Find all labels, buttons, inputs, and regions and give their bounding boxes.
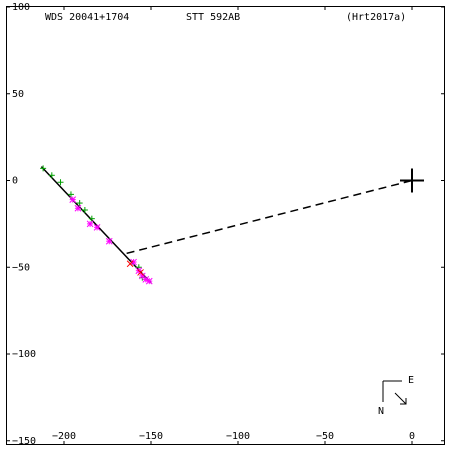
y-tick-label: −100 xyxy=(12,349,36,360)
header-right: (Hrt2017a) xyxy=(346,12,406,23)
compass-arrow-shaft xyxy=(394,392,407,405)
header-center: STT 592AB xyxy=(186,12,240,23)
compass-north-label: N xyxy=(378,406,384,417)
point-cross-b xyxy=(145,277,153,285)
compass: E N xyxy=(378,375,414,417)
point-cross-b xyxy=(69,196,77,203)
point-cross-b xyxy=(137,269,144,276)
point-cross-b xyxy=(130,258,137,266)
y-tick-label: 0 xyxy=(12,176,18,187)
point-cross-b xyxy=(142,276,150,283)
header-left: WDS 20041+1704 xyxy=(45,12,129,23)
x-tick-label: −150 xyxy=(139,431,163,442)
point-cross-b xyxy=(93,223,101,231)
point-cross-b xyxy=(126,260,134,268)
x-tick-label: −100 xyxy=(226,431,250,442)
chart-marks xyxy=(40,165,424,285)
compass-arrow-head xyxy=(400,398,407,405)
point-cross-b xyxy=(105,237,113,245)
x-tick-label: 0 xyxy=(409,431,415,442)
y-tick-label: −150 xyxy=(12,436,36,447)
point-cross-b xyxy=(74,204,82,212)
plot-frame xyxy=(6,6,445,445)
x-tick-label: −50 xyxy=(316,431,334,442)
point-cross-b xyxy=(138,272,146,280)
axes: 100 50 0 −50 −100 −150 −200 −150 −100 −50 0 xyxy=(6,2,445,447)
orbit-path xyxy=(40,166,152,284)
point-cross-b xyxy=(86,220,94,228)
x-tick-label: −200 xyxy=(52,431,76,442)
y-tick-label: −50 xyxy=(12,262,30,273)
y-tick-label: 50 xyxy=(12,89,24,100)
compass-east-label: E xyxy=(408,375,414,386)
y-tick-label: 100 xyxy=(12,2,30,13)
separation-line xyxy=(126,179,413,255)
